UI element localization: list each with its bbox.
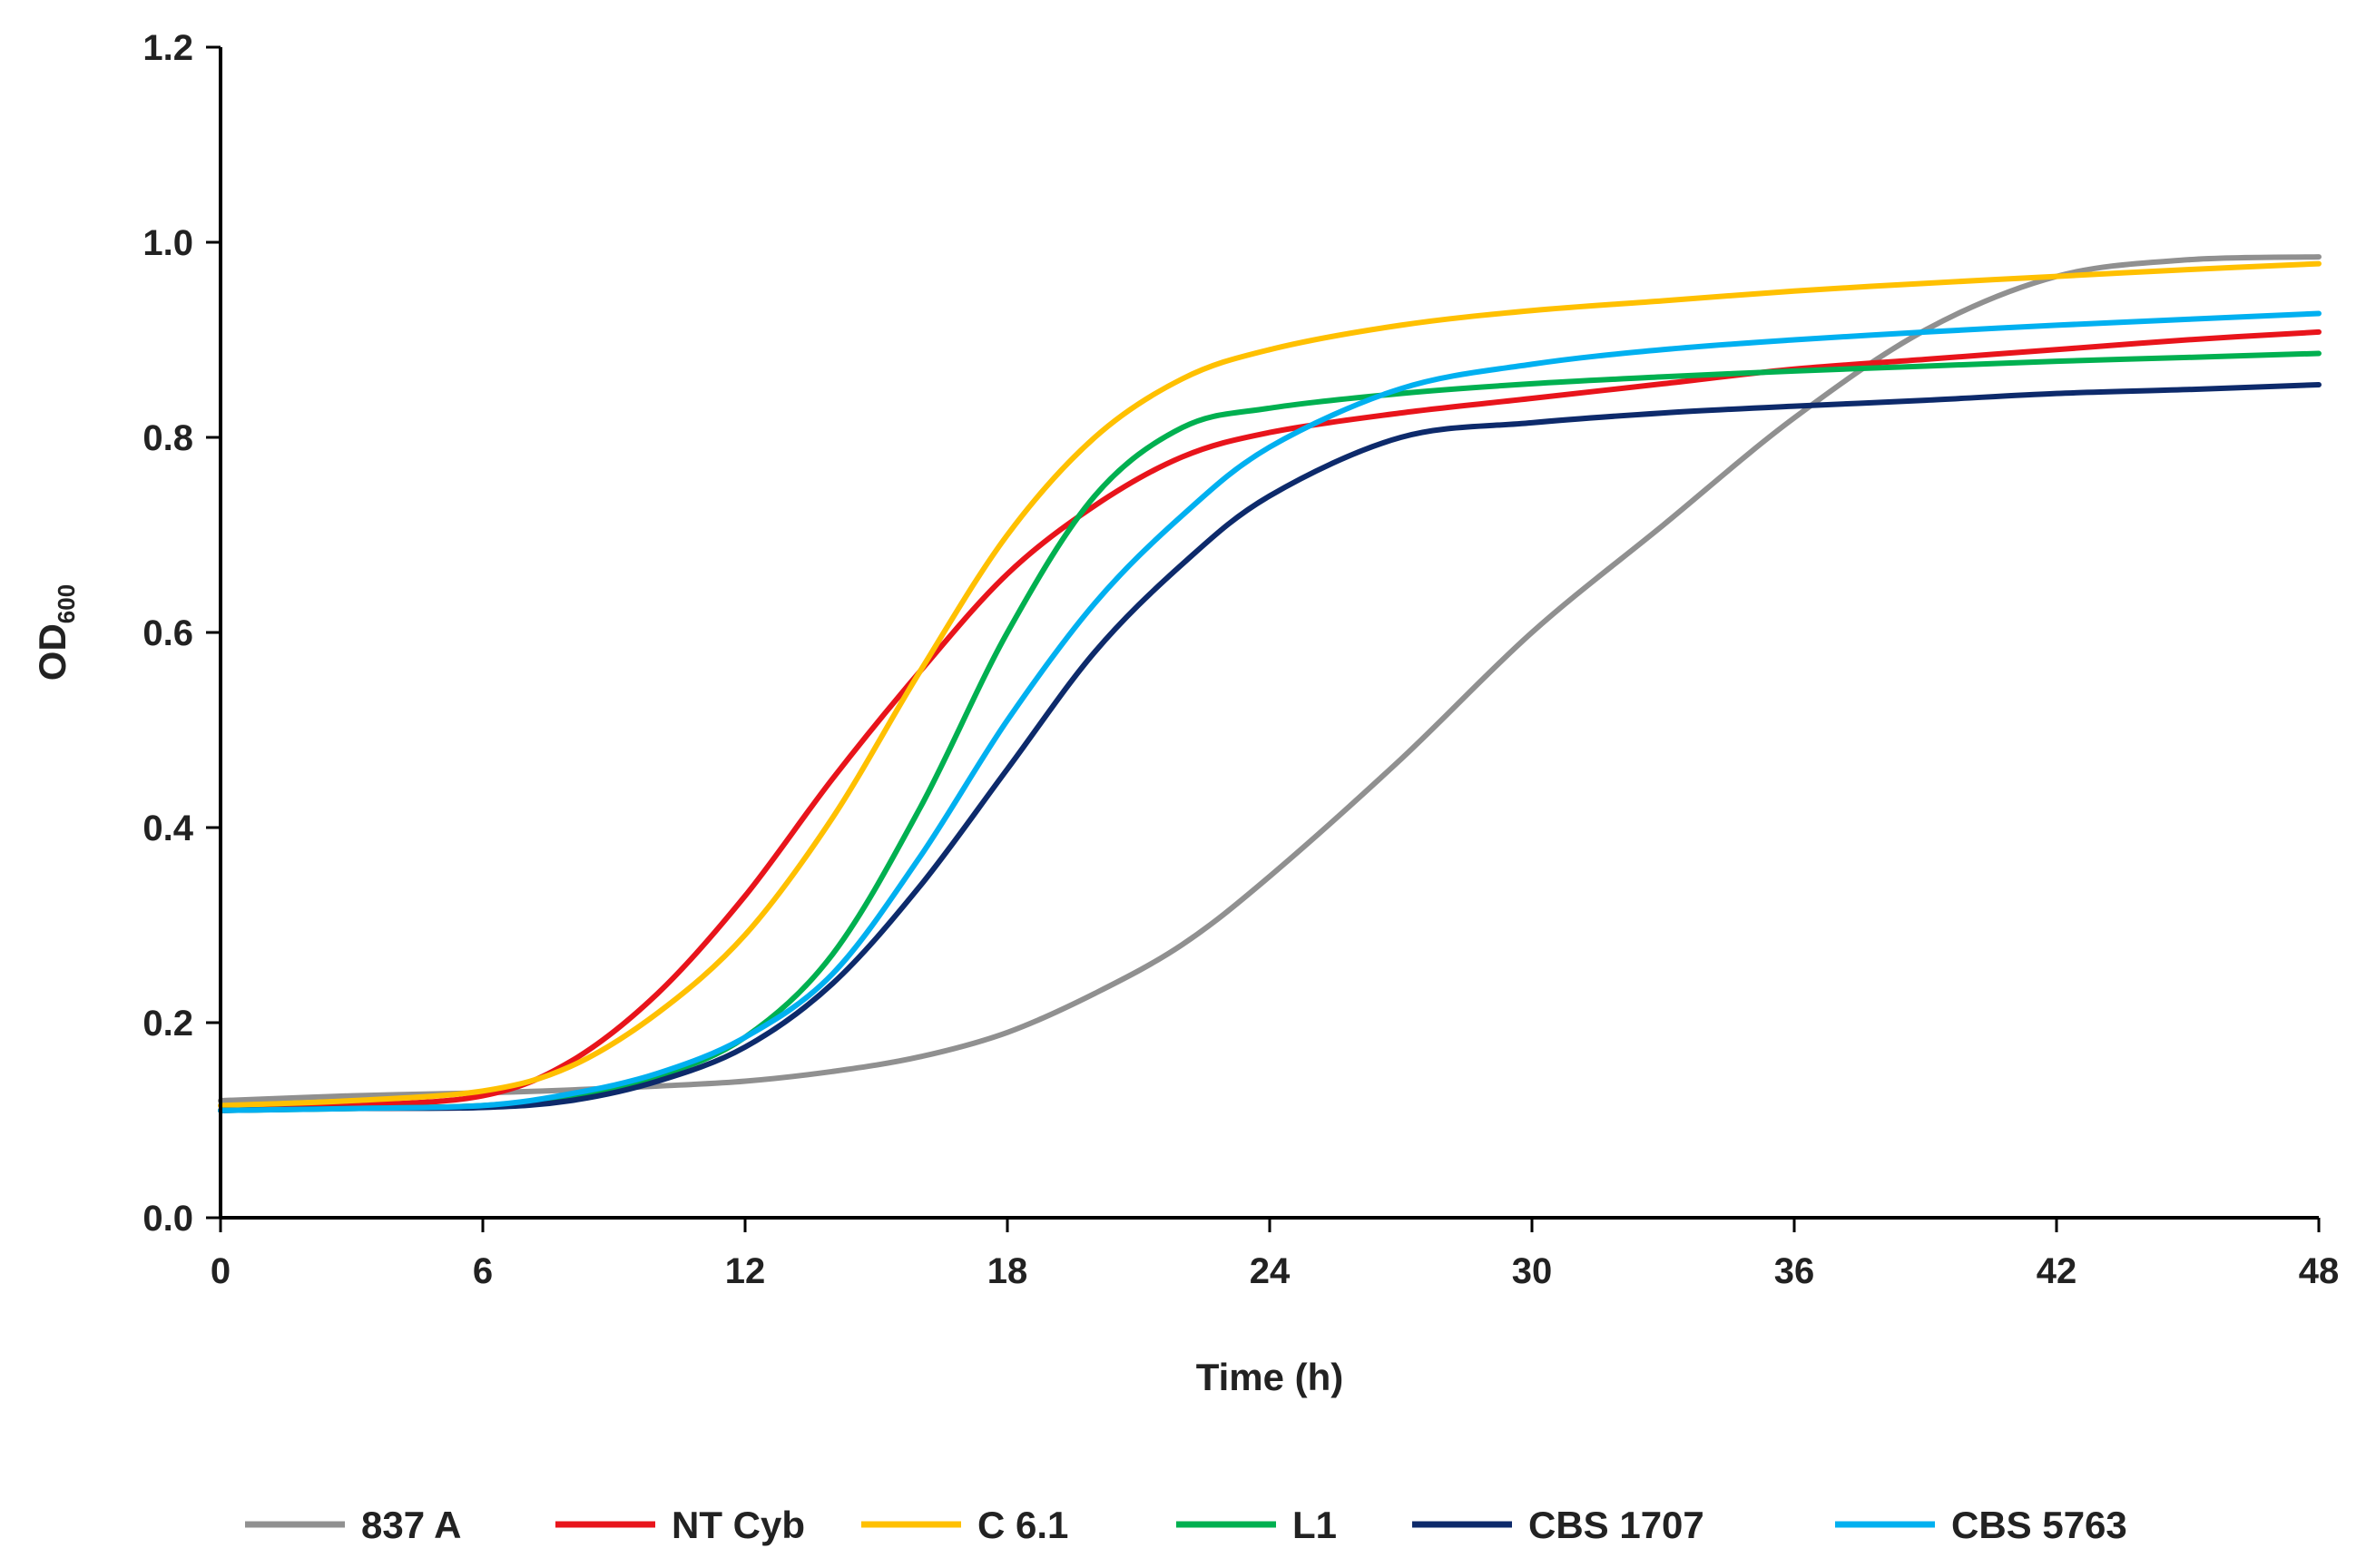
y-tick-label: 1.2	[142, 28, 193, 68]
series-line-837-a	[218, 254, 2322, 1103]
y-axis-title: OD600	[31, 584, 80, 681]
y-tick-label: 0.8	[142, 418, 193, 458]
x-tick-label: 0	[211, 1251, 231, 1291]
plot-area: 0 6 12 18 24 30 36 42 48 0.0 0.2 0.4 0.6 0.8 1.0 1.2	[142, 28, 2339, 1291]
x-tick-label: 42	[2037, 1251, 2077, 1291]
y-axis-ticks: 0.0 0.2 0.4 0.6 0.8 1.0 1.2	[142, 28, 221, 1239]
legend-label-nt-cyb: NT Cyb	[672, 1504, 805, 1546]
x-tick-label: 12	[725, 1251, 766, 1291]
x-tick-label: 48	[2299, 1251, 2340, 1291]
legend-label-c-6-1: C 6.1	[977, 1504, 1068, 1546]
y-tick-label: 0.6	[142, 613, 193, 653]
series-line-l1	[218, 350, 2322, 1113]
y-tick-label: 0.2	[142, 1004, 193, 1044]
x-tick-label: 36	[1774, 1251, 1815, 1291]
x-axis-ticks: 0 6 12 18 24 30 36 42 48	[211, 1218, 2339, 1291]
legend-label-837-a: 837 A	[361, 1504, 462, 1546]
x-tick-label: 24	[1250, 1251, 1291, 1291]
y-axis-title-main: OD	[31, 623, 74, 681]
series-line-cbs-5763	[218, 310, 2322, 1113]
series-line-cbs-1707	[218, 382, 2322, 1113]
series-line-c-6-1	[218, 260, 2322, 1109]
series-line-nt-cyb	[218, 328, 2322, 1113]
x-tick-label: 6	[473, 1251, 493, 1291]
y-tick-label: 1.0	[142, 223, 193, 263]
legend-label-cbs-1707: CBS 1707	[1528, 1504, 1704, 1546]
x-tick-label: 18	[987, 1251, 1028, 1291]
y-tick-label: 0.4	[142, 808, 193, 848]
legend-label-l1: L1	[1292, 1504, 1337, 1546]
y-tick-label: 0.0	[142, 1199, 193, 1239]
legend-label-cbs-5763: CBS 5763	[1951, 1504, 2127, 1546]
x-axis-title: Time (h)	[1196, 1356, 1344, 1398]
y-axis-title-subscript: 600	[53, 584, 80, 623]
legend: 837 A NT Cyb C 6.1 L1 CBS 1707 CBS 5763	[245, 1504, 2127, 1546]
series-lines	[218, 254, 2322, 1113]
x-tick-label: 30	[1512, 1251, 1553, 1291]
